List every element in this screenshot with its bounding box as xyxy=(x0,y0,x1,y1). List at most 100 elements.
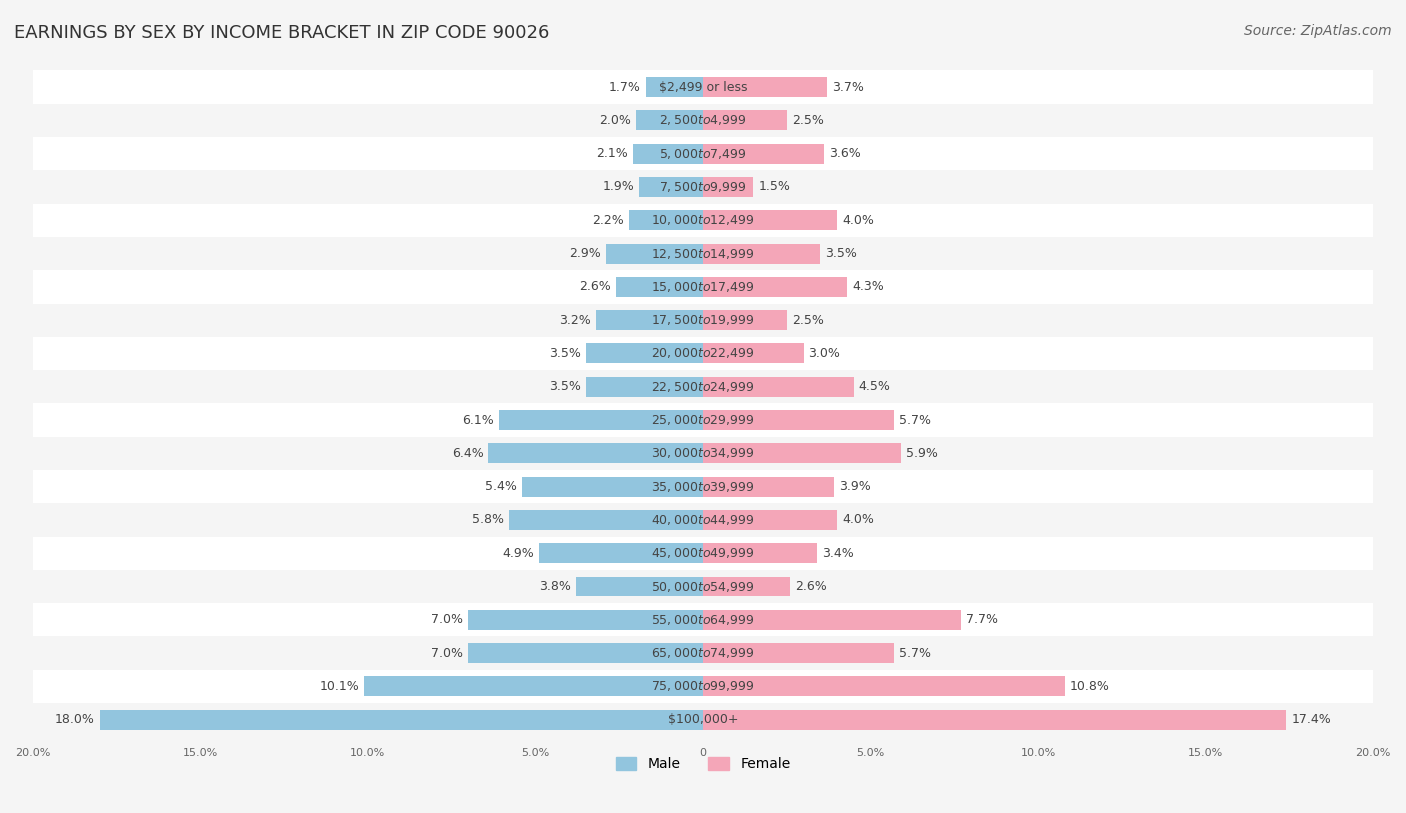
Bar xyxy=(32,203,1374,237)
Text: 3.9%: 3.9% xyxy=(839,480,870,493)
Text: $100,000+: $100,000+ xyxy=(668,713,738,726)
Bar xyxy=(640,177,703,197)
Bar xyxy=(32,703,1374,737)
Text: 3.6%: 3.6% xyxy=(828,147,860,160)
Text: 3.0%: 3.0% xyxy=(808,347,841,360)
Bar xyxy=(616,277,703,297)
Bar xyxy=(468,643,703,663)
Text: $30,000 to $34,999: $30,000 to $34,999 xyxy=(651,446,755,460)
Text: 3.7%: 3.7% xyxy=(832,80,863,93)
Text: 4.3%: 4.3% xyxy=(852,280,884,293)
Bar xyxy=(703,676,1064,697)
Text: $10,000 to $12,499: $10,000 to $12,499 xyxy=(651,213,755,228)
Bar xyxy=(703,510,837,530)
Bar xyxy=(32,503,1374,537)
Text: 5.7%: 5.7% xyxy=(898,646,931,659)
Bar xyxy=(703,77,827,97)
Text: 6.1%: 6.1% xyxy=(461,414,494,427)
Bar xyxy=(32,303,1374,337)
Bar xyxy=(703,376,853,397)
Text: $2,500 to $4,999: $2,500 to $4,999 xyxy=(659,113,747,128)
Text: 2.1%: 2.1% xyxy=(596,147,627,160)
Text: EARNINGS BY SEX BY INCOME BRACKET IN ZIP CODE 90026: EARNINGS BY SEX BY INCOME BRACKET IN ZIP… xyxy=(14,24,550,42)
Text: $35,000 to $39,999: $35,000 to $39,999 xyxy=(651,480,755,493)
Bar xyxy=(32,537,1374,570)
Text: Source: ZipAtlas.com: Source: ZipAtlas.com xyxy=(1244,24,1392,38)
Bar xyxy=(703,710,1286,730)
Text: 7.0%: 7.0% xyxy=(432,646,464,659)
Bar xyxy=(586,376,703,397)
Text: 17.4%: 17.4% xyxy=(1291,713,1331,726)
Text: 18.0%: 18.0% xyxy=(55,713,94,726)
Bar xyxy=(32,437,1374,470)
Text: $12,500 to $14,999: $12,500 to $14,999 xyxy=(651,246,755,260)
Text: 3.5%: 3.5% xyxy=(548,380,581,393)
Text: 5.4%: 5.4% xyxy=(485,480,517,493)
Text: 2.5%: 2.5% xyxy=(792,314,824,327)
Text: $65,000 to $74,999: $65,000 to $74,999 xyxy=(651,646,755,660)
Bar xyxy=(32,470,1374,503)
Bar xyxy=(703,144,824,163)
Bar xyxy=(596,311,703,330)
Text: 7.0%: 7.0% xyxy=(432,613,464,626)
Bar xyxy=(703,177,754,197)
Bar xyxy=(703,111,787,130)
Bar xyxy=(32,337,1374,370)
Text: $20,000 to $22,499: $20,000 to $22,499 xyxy=(651,346,755,360)
Text: 10.8%: 10.8% xyxy=(1070,680,1109,693)
Bar xyxy=(32,370,1374,403)
Bar xyxy=(630,211,703,230)
Text: 1.5%: 1.5% xyxy=(758,180,790,193)
Bar xyxy=(32,670,1374,703)
Bar xyxy=(703,643,894,663)
Text: 1.9%: 1.9% xyxy=(603,180,634,193)
Text: $2,499 or less: $2,499 or less xyxy=(659,80,747,93)
Text: 2.2%: 2.2% xyxy=(592,214,624,227)
Text: 7.7%: 7.7% xyxy=(966,613,998,626)
Text: 5.8%: 5.8% xyxy=(471,514,503,527)
Bar xyxy=(703,343,804,363)
Bar xyxy=(703,211,837,230)
Text: 1.7%: 1.7% xyxy=(609,80,641,93)
Bar xyxy=(32,104,1374,137)
Bar xyxy=(703,410,894,430)
Text: $45,000 to $49,999: $45,000 to $49,999 xyxy=(651,546,755,560)
Text: 4.0%: 4.0% xyxy=(842,214,875,227)
Bar xyxy=(32,237,1374,270)
Text: $55,000 to $64,999: $55,000 to $64,999 xyxy=(651,613,755,627)
Text: 3.8%: 3.8% xyxy=(538,580,571,593)
Text: 2.6%: 2.6% xyxy=(579,280,610,293)
Bar xyxy=(703,443,901,463)
Bar xyxy=(522,476,703,497)
Bar xyxy=(499,410,703,430)
Text: $7,500 to $9,999: $7,500 to $9,999 xyxy=(659,180,747,194)
Text: $15,000 to $17,499: $15,000 to $17,499 xyxy=(651,280,755,293)
Bar xyxy=(468,610,703,630)
Text: 3.2%: 3.2% xyxy=(560,314,591,327)
Text: 3.5%: 3.5% xyxy=(825,247,858,260)
Bar xyxy=(645,77,703,97)
Bar xyxy=(703,543,817,563)
Bar xyxy=(633,144,703,163)
Bar xyxy=(32,137,1374,170)
Bar xyxy=(32,270,1374,303)
Text: 2.6%: 2.6% xyxy=(796,580,827,593)
Bar xyxy=(703,476,834,497)
Text: 2.9%: 2.9% xyxy=(569,247,600,260)
Text: 4.5%: 4.5% xyxy=(859,380,891,393)
Text: $75,000 to $99,999: $75,000 to $99,999 xyxy=(651,680,755,693)
Text: 2.0%: 2.0% xyxy=(599,114,631,127)
Bar xyxy=(586,343,703,363)
Bar xyxy=(364,676,703,697)
Text: $25,000 to $29,999: $25,000 to $29,999 xyxy=(651,413,755,427)
Bar xyxy=(703,311,787,330)
Text: 3.5%: 3.5% xyxy=(548,347,581,360)
Text: $22,500 to $24,999: $22,500 to $24,999 xyxy=(651,380,755,393)
Text: 2.5%: 2.5% xyxy=(792,114,824,127)
Text: 5.9%: 5.9% xyxy=(905,447,938,460)
Text: $5,000 to $7,499: $5,000 to $7,499 xyxy=(659,146,747,161)
Text: 3.4%: 3.4% xyxy=(823,546,853,559)
Bar xyxy=(32,170,1374,203)
Text: 5.7%: 5.7% xyxy=(898,414,931,427)
Text: $17,500 to $19,999: $17,500 to $19,999 xyxy=(651,313,755,327)
